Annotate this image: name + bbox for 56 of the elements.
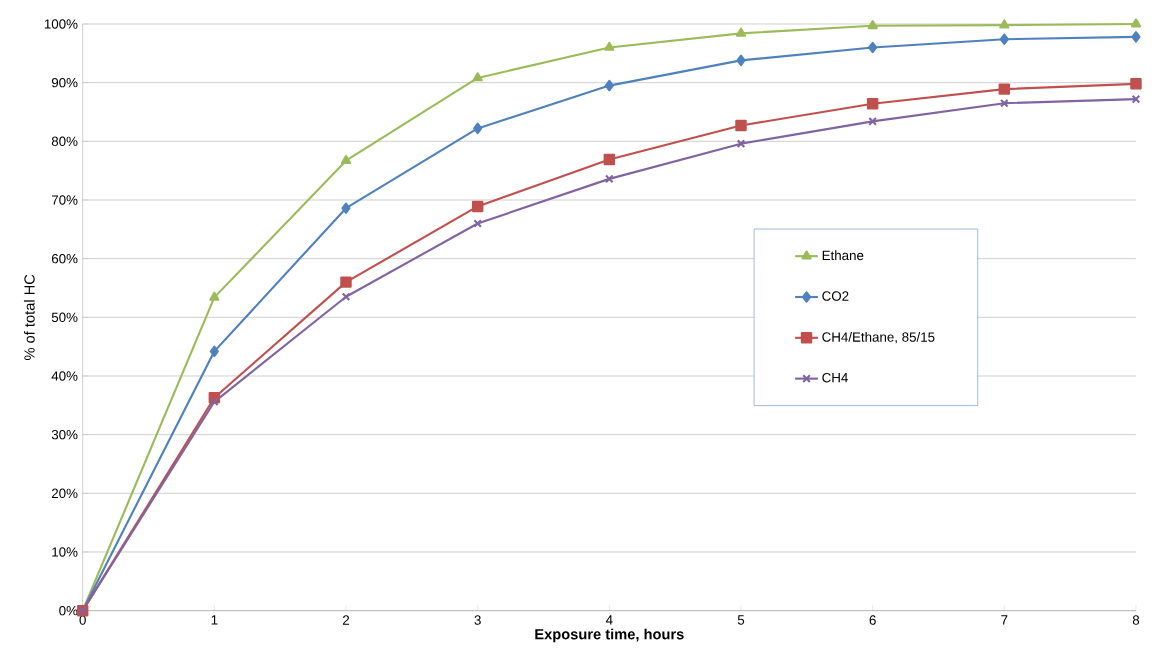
point <box>868 117 878 126</box>
point <box>998 83 1011 95</box>
point <box>473 219 483 228</box>
point <box>736 139 746 149</box>
point <box>604 41 615 51</box>
x-tick-label: 4 <box>605 615 613 625</box>
point <box>735 119 747 132</box>
x-tick-label: 6 <box>869 615 876 625</box>
point <box>603 153 616 166</box>
y-tick-label: 90% <box>51 77 78 88</box>
point <box>866 98 879 110</box>
legend-label: CH4/Ethane, 85/15 <box>822 331 935 344</box>
y-axis-title: % of total HC <box>23 274 35 360</box>
point <box>735 27 747 37</box>
x-tick-label: 1 <box>211 615 218 625</box>
point <box>736 54 746 67</box>
y-tick-label: 0% <box>59 605 78 616</box>
point <box>1130 78 1142 90</box>
point <box>472 72 483 82</box>
x-tick-label: 8 <box>1132 615 1140 625</box>
y-tick-label: 20% <box>51 488 78 499</box>
point <box>471 200 484 213</box>
point <box>340 276 352 288</box>
y-tick-label: 50% <box>51 312 78 323</box>
y-tick-label: 10% <box>52 547 78 557</box>
legend-label: Ethane <box>822 250 864 261</box>
y-tick-label: 60% <box>51 253 78 264</box>
legend-label: CO2 <box>822 291 849 301</box>
y-tick-label: 100% <box>44 19 78 29</box>
point <box>340 154 352 165</box>
x-tick-label: 3 <box>474 615 481 625</box>
point <box>604 79 614 92</box>
point <box>209 291 220 301</box>
point <box>868 41 878 54</box>
y-tick-label: 80% <box>51 136 78 147</box>
point <box>999 19 1010 29</box>
point <box>999 33 1009 45</box>
point <box>209 345 219 358</box>
point <box>473 122 483 135</box>
point <box>1131 94 1141 104</box>
y-tick-label: 70% <box>51 195 78 205</box>
point <box>604 174 614 184</box>
x-tick-label: 5 <box>737 615 745 625</box>
x-tick-label: 2 <box>342 615 350 625</box>
point <box>1131 31 1141 43</box>
legend-label: CH4 <box>822 372 848 383</box>
x-tick-label: 7 <box>1001 615 1008 625</box>
x-axis-title: Exposure time, hours <box>535 628 684 643</box>
point <box>341 202 351 214</box>
point <box>867 20 878 30</box>
point <box>1130 18 1142 28</box>
point <box>209 397 219 407</box>
y-tick-label: 30% <box>51 429 78 440</box>
point <box>341 292 351 302</box>
y-tick-label: 40% <box>51 371 78 381</box>
point <box>999 98 1009 108</box>
